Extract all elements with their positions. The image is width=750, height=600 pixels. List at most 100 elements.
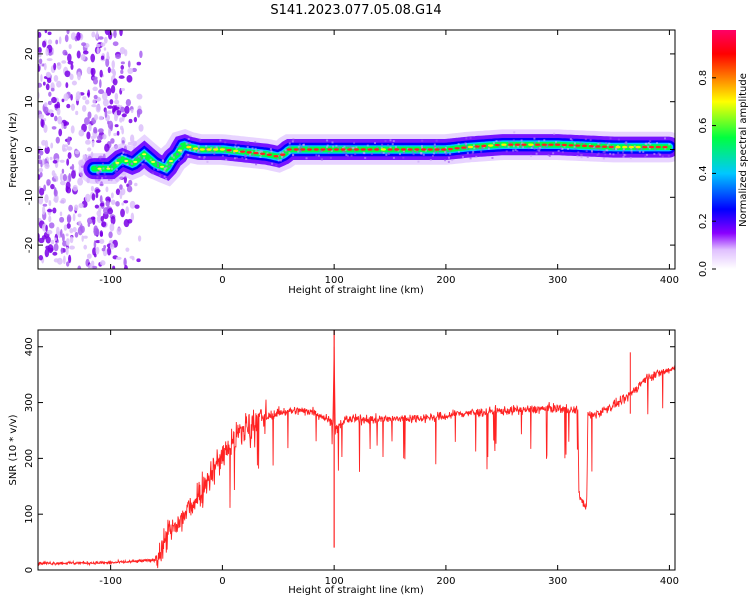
ridge-fuzz	[616, 144, 619, 147]
noise-speckle	[91, 67, 96, 76]
ridge-fuzz	[234, 143, 237, 146]
ridge-peak	[124, 159, 129, 162]
ridge-fuzz	[429, 158, 432, 161]
noise-speckle	[59, 200, 65, 204]
noise-speckle	[68, 173, 72, 183]
ridge-fuzz	[346, 154, 349, 157]
ridge-fuzz	[449, 152, 452, 155]
noise-speckle	[61, 60, 67, 64]
noise-speckle	[101, 221, 107, 228]
ridge-fuzz	[520, 146, 523, 149]
noise-speckle	[110, 199, 116, 205]
ridge-fuzz	[300, 146, 303, 149]
ridge-fuzz	[461, 155, 464, 158]
ridge-fuzz	[172, 156, 175, 159]
noise-speckle	[51, 126, 57, 130]
ridge-fuzz	[583, 142, 586, 145]
noise-speckle	[128, 179, 133, 186]
noise-speckle	[103, 207, 109, 215]
noise-speckle	[40, 118, 44, 128]
ridge-fuzz	[533, 147, 536, 150]
noise-speckle	[70, 63, 74, 70]
ridge-fuzz	[577, 151, 580, 154]
noise-speckle	[82, 96, 87, 101]
noise-speckle	[65, 246, 69, 255]
ridge-fuzz	[163, 167, 166, 170]
noise-speckle	[44, 30, 48, 34]
x-tick-label: 100	[325, 576, 344, 587]
ridge-fuzz	[275, 164, 278, 167]
noise-speckle	[65, 233, 69, 237]
noise-speckle	[106, 110, 112, 115]
ridge-peak	[239, 150, 246, 153]
x-tick-label: 400	[660, 576, 679, 587]
noise-speckle	[41, 139, 47, 146]
ridge-fuzz	[392, 140, 395, 143]
ridge-fuzz	[606, 149, 609, 152]
ridge-fuzz	[439, 148, 442, 151]
noise-speckle	[60, 228, 63, 238]
ridge-fuzz	[165, 171, 168, 174]
ridge-fuzz	[163, 175, 166, 178]
noise-speckle	[76, 71, 82, 81]
noise-speckle	[99, 202, 105, 207]
noise-speckle	[127, 141, 133, 146]
ridge-fuzz	[636, 147, 639, 150]
ridge-fuzz	[122, 151, 125, 154]
ridge-peak	[246, 151, 252, 154]
colorbar-tick-label: 0.0	[698, 261, 709, 277]
noise-speckle	[90, 185, 94, 192]
noise-speckle	[44, 146, 50, 155]
noise-speckle	[56, 257, 63, 265]
ridge-peak	[327, 148, 333, 151]
ridge-peak	[260, 152, 266, 156]
ridge-fuzz	[120, 154, 123, 157]
noise-speckle	[112, 70, 116, 78]
noise-speckle	[118, 75, 125, 79]
noise-speckle	[116, 110, 122, 116]
ridge-fuzz	[177, 159, 180, 162]
ridge-fuzz	[106, 165, 109, 168]
ridge-fuzz	[370, 152, 373, 155]
noise-speckle	[54, 237, 57, 241]
noise-speckle	[114, 99, 120, 105]
noise-speckle	[52, 251, 58, 256]
ridge-fuzz	[465, 147, 468, 150]
ridge-fuzz	[118, 156, 121, 159]
noise-speckle	[90, 216, 96, 220]
noise-speckle	[70, 93, 73, 101]
ridge-fuzz	[156, 168, 159, 171]
ridge-peak	[528, 143, 534, 146]
ridge-fuzz	[559, 144, 562, 147]
ridge-fuzz	[397, 149, 400, 152]
noise-speckle	[95, 192, 99, 199]
noise-speckle	[93, 94, 98, 100]
ridge-fuzz	[644, 142, 647, 145]
ridge-fuzz	[140, 158, 143, 161]
noise-speckle	[134, 182, 138, 187]
snr-frame	[37, 329, 676, 571]
noise-speckle	[88, 123, 92, 132]
ridge-fuzz	[622, 151, 625, 154]
snr-ticks: -100 0 100 200 300 400 0 100 200 300 400	[24, 330, 679, 587]
ridge-peak	[115, 161, 120, 164]
noise-speckle	[105, 200, 110, 207]
ridge-fuzz	[171, 163, 174, 166]
ridge-fuzz	[387, 152, 390, 155]
ridge-fuzz	[481, 147, 484, 150]
noise-speckle	[92, 99, 96, 104]
ridge-fuzz	[421, 146, 424, 149]
x-tick-label: 0	[219, 275, 225, 286]
noise-speckle	[136, 61, 142, 66]
noise-speckle	[38, 167, 44, 173]
ridge-fuzz	[659, 153, 662, 156]
ridge-fuzz	[382, 151, 385, 154]
ridge-fuzz	[638, 150, 641, 153]
noise-speckle	[104, 143, 110, 153]
noise-speckle	[61, 168, 65, 174]
noise-speckle	[80, 225, 85, 234]
ridge-fuzz	[590, 149, 593, 152]
ridge-fuzz	[244, 154, 247, 157]
ridge-fuzz	[593, 146, 596, 149]
noise-speckle	[120, 208, 125, 218]
